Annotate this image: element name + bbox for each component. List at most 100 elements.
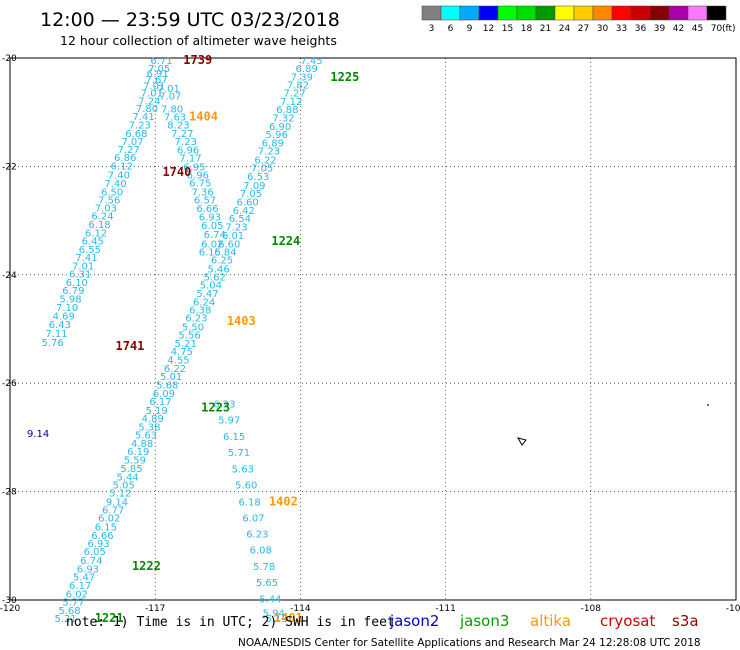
wave-height-value: 5.44 bbox=[259, 594, 281, 605]
wave-height-value: 6.68 bbox=[125, 129, 147, 140]
wave-height-value: 6.45 bbox=[82, 237, 104, 248]
wave-height-value: 6.50 bbox=[101, 187, 123, 198]
legend-swatch bbox=[649, 5, 670, 21]
wave-height-value: 6.95 bbox=[183, 162, 205, 173]
wave-height-value: 7.24 bbox=[138, 96, 160, 107]
legend-swatch bbox=[668, 5, 689, 21]
x-tick-label: -108 bbox=[581, 604, 602, 614]
wave-height-value: 6.18 bbox=[238, 497, 260, 508]
series-track-1404-1401: 6.23 5.97 6.15 5.71 5.63 5.60 6.18 6.07 6.23 6.08… bbox=[213, 399, 288, 625]
track-time-label: 1224 bbox=[271, 234, 300, 248]
wave-height-value: 7.01 bbox=[141, 89, 163, 100]
wave-height-value: 7.05 bbox=[251, 163, 273, 174]
legend-label: 42 bbox=[673, 24, 684, 34]
track-time-label: 1221 bbox=[95, 611, 124, 625]
wave-height-value: 5.65 bbox=[256, 578, 278, 589]
wave-height-value: 7.80 bbox=[136, 104, 158, 115]
legend-label: 21 bbox=[540, 24, 551, 34]
color-legend: 3 6 9 12 15 18 21 24 27 30 33 36 39 42 45 70 (ft) bbox=[421, 5, 736, 34]
wave-height-value: 7.41 bbox=[132, 112, 154, 123]
wave-height-value: 5.76 bbox=[41, 338, 63, 349]
wave-height-value: 6.42 bbox=[233, 206, 255, 217]
wave-height-value: 6.75 bbox=[189, 179, 211, 190]
plot-frame bbox=[9, 57, 737, 601]
wave-height-value: 6.77 bbox=[102, 505, 124, 516]
wave-height-value: 7.07 bbox=[159, 91, 181, 102]
wave-height-value: 6.24 bbox=[193, 297, 215, 308]
track-time-label: 1741 bbox=[116, 339, 145, 353]
y-tick-label: -24 bbox=[2, 271, 17, 281]
wave-height-value: 7.01 bbox=[143, 82, 165, 93]
wave-height-value: 6.17 bbox=[149, 397, 171, 408]
wave-height-value: 6.93 bbox=[87, 539, 109, 550]
wave-height-value: 6.89 bbox=[262, 139, 284, 150]
wave-height-value: 6.43 bbox=[49, 320, 71, 331]
wave-height-value: 7.27 bbox=[283, 89, 305, 100]
wave-height-value: 7.41 bbox=[75, 253, 97, 264]
legend-label: 36 bbox=[635, 24, 647, 34]
legend-unit: (ft) bbox=[722, 24, 736, 34]
wave-height-value: 6.86 bbox=[114, 153, 136, 164]
legend-swatch bbox=[478, 5, 499, 21]
wave-height-value: 6.88 bbox=[276, 105, 298, 116]
wave-height-value: 5.77 bbox=[62, 598, 84, 609]
wave-height-value: 6.55 bbox=[79, 245, 101, 256]
wave-height-value: 5.44 bbox=[116, 472, 138, 483]
legend-swatch bbox=[592, 5, 613, 21]
wave-height-value: 5.96 bbox=[266, 130, 288, 141]
wave-height-value-high: 9.14 bbox=[27, 429, 49, 440]
wave-height-value: 5.60 bbox=[235, 481, 257, 492]
y-tick-label: -20 bbox=[2, 54, 17, 64]
satellite-name: jason2 bbox=[389, 612, 439, 630]
legend-label: 70 bbox=[711, 24, 723, 34]
wave-height-value: 7.32 bbox=[272, 114, 294, 125]
satellite-legend: jason2 jason3 altika cryosat s3a bbox=[389, 612, 699, 630]
legend-label: 3 bbox=[429, 24, 435, 34]
wave-height-value: 4.55 bbox=[167, 355, 189, 366]
note-text: note: 1) Time is in UTC; 2) SWH is in fe… bbox=[66, 615, 395, 630]
legend-label: 45 bbox=[692, 24, 703, 34]
wave-height-value: 6.71 bbox=[150, 56, 172, 67]
x-tick-label: -117 bbox=[145, 604, 165, 614]
track-time-label: 1402 bbox=[269, 494, 298, 508]
y-tick-label: -28 bbox=[2, 488, 17, 498]
chart-subtitle: 12 hour collection of altimeter wave hei… bbox=[60, 33, 337, 48]
wave-height-value: 7.23 bbox=[129, 121, 151, 132]
wave-height-value: 5.38 bbox=[138, 423, 160, 434]
wave-height-value: 7.67 bbox=[146, 75, 168, 86]
wave-height-value: 5.94 bbox=[263, 608, 285, 619]
satellite-name: jason3 bbox=[459, 612, 509, 630]
wave-height-value: 6.08 bbox=[250, 546, 272, 557]
wave-height-value: 6.91 bbox=[146, 69, 168, 80]
wave-height-value: 7.27 bbox=[117, 145, 139, 156]
wave-height-value: 7.27 bbox=[171, 129, 193, 140]
wave-height-value: 6.74 bbox=[80, 556, 102, 567]
track-time-label: 1225 bbox=[330, 70, 359, 84]
legend-swatch bbox=[573, 5, 594, 21]
wave-height-value: 5.59 bbox=[124, 456, 146, 467]
axes: -120 -117 -114 -111 -108 -105 -20 -22 -24 -26 -28 -… bbox=[0, 54, 740, 614]
wave-height-value: 4.88 bbox=[131, 439, 153, 450]
wave-height-value: 7.10 bbox=[56, 303, 78, 314]
wave-height-value: 7.45 bbox=[300, 56, 322, 67]
wave-height-value: 6.60 bbox=[237, 198, 259, 209]
legend-label: 24 bbox=[559, 24, 571, 34]
wave-height-value: 5.71 bbox=[228, 448, 250, 459]
series-track-1225-1221: 7.456.897.397.827.277.126.887.326.905.96… bbox=[55, 56, 323, 625]
wave-height-value: 6.09 bbox=[153, 389, 175, 400]
wave-height-value: 6.05 bbox=[84, 547, 106, 558]
wave-height-value: 6.89 bbox=[296, 64, 318, 75]
wave-height-value: 4.75 bbox=[171, 347, 193, 358]
legend-swatch bbox=[687, 5, 708, 21]
wave-height-value: 7.23 bbox=[225, 223, 247, 234]
wave-height-value: 5.05 bbox=[113, 481, 135, 492]
wave-height-value: 5.68 bbox=[156, 380, 178, 391]
x-tick-label: -111 bbox=[435, 604, 455, 614]
track-time-label: 1740 bbox=[162, 165, 191, 179]
wave-height-value: 6.15 bbox=[199, 247, 221, 258]
wave-height-value: 6.02 bbox=[201, 239, 223, 250]
y-tick-label: -22 bbox=[2, 162, 17, 172]
wave-height-value: 7.12 bbox=[280, 97, 302, 108]
track-time-label: 1222 bbox=[132, 559, 161, 573]
